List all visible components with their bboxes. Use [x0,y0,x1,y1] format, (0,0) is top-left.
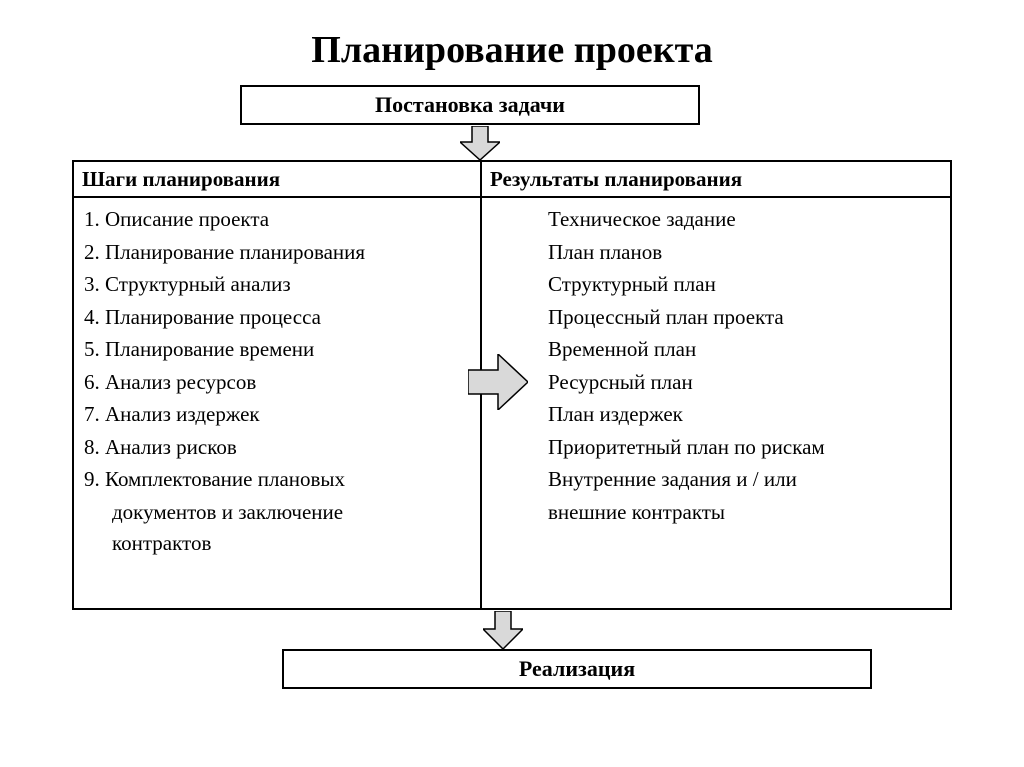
step-item: 8. Анализ рисков [84,432,470,464]
result-item: Временной план [548,334,942,366]
results-column: Техническое задание План планов Структур… [482,198,950,610]
top-box: Постановка задачи [240,85,700,125]
step-item: 4. Планирование процесса [84,302,470,334]
result-item: Структурный план [548,269,942,301]
step-item: 2. Планирование планирования [84,237,470,269]
step-item: 9. Комплектование плановых [84,464,470,496]
arrow-steps-to-results-icon [468,354,528,410]
steps-column: 1. Описание проекта 2. Планирование план… [74,198,482,610]
arrow-main-to-bottom-icon [483,611,523,649]
result-item: Внутренние задания и / или [548,464,942,496]
result-item: Ресурсный план [548,367,942,399]
result-item: Техническое задание [548,204,942,236]
main-header: Шаги планирования Результаты планировани… [74,162,950,198]
bottom-box: Реализация [282,649,872,689]
step-item-cont: документов и заключение [84,497,470,529]
arrow-top-to-main-icon [460,126,500,160]
results-list: Техническое задание План планов Структур… [482,198,950,535]
results-header: Результаты планирования [482,162,950,196]
result-item: Приоритетный план по рискам [548,432,942,464]
step-item-cont: контрактов [84,528,470,560]
step-item: 7. Анализ издержек [84,399,470,431]
step-item: 5. Планирование времени [84,334,470,366]
result-item: План планов [548,237,942,269]
step-item: 1. Описание проекта [84,204,470,236]
step-item: 6. Анализ ресурсов [84,367,470,399]
result-item-cont: внешние контракты [548,497,942,529]
page-title: Планирование проекта [0,0,1024,80]
steps-list: 1. Описание проекта 2. Планирование план… [74,198,480,566]
result-item: План издержек [548,399,942,431]
steps-header: Шаги планирования [74,162,482,196]
result-item: Процессный план проекта [548,302,942,334]
step-item: 3. Структурный анализ [84,269,470,301]
